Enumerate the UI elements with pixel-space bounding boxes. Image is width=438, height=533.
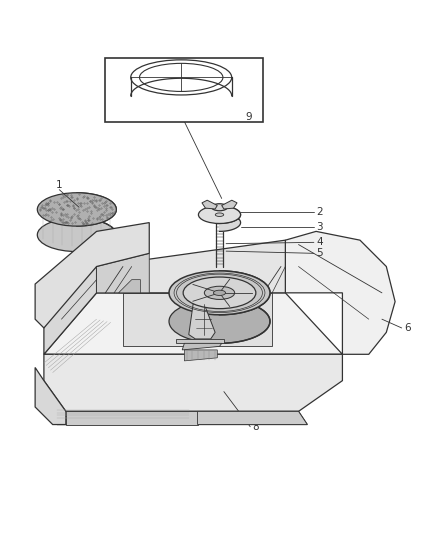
- Ellipse shape: [215, 213, 223, 216]
- Polygon shape: [285, 231, 394, 354]
- Polygon shape: [175, 339, 223, 343]
- Polygon shape: [44, 266, 96, 354]
- Text: 3: 3: [315, 222, 322, 232]
- Ellipse shape: [198, 206, 240, 223]
- Polygon shape: [118, 280, 140, 293]
- Bar: [105, 58, 263, 122]
- Polygon shape: [201, 200, 217, 209]
- Polygon shape: [188, 304, 215, 339]
- Polygon shape: [35, 223, 149, 328]
- Polygon shape: [219, 206, 240, 231]
- Ellipse shape: [204, 286, 234, 300]
- Ellipse shape: [183, 277, 255, 309]
- Ellipse shape: [211, 204, 227, 211]
- Ellipse shape: [37, 218, 116, 252]
- Ellipse shape: [131, 60, 231, 95]
- Polygon shape: [77, 193, 116, 252]
- Text: 5: 5: [315, 248, 322, 259]
- Polygon shape: [57, 411, 307, 425]
- Text: 4: 4: [315, 237, 322, 247]
- Polygon shape: [184, 350, 217, 361]
- Ellipse shape: [169, 271, 269, 315]
- Ellipse shape: [37, 193, 116, 226]
- Text: 9: 9: [245, 112, 252, 122]
- Text: 2: 2: [315, 207, 322, 216]
- Ellipse shape: [169, 300, 269, 343]
- Text: 8: 8: [252, 422, 258, 432]
- Polygon shape: [96, 240, 285, 293]
- Polygon shape: [182, 343, 221, 350]
- Text: 6: 6: [403, 323, 410, 333]
- Polygon shape: [197, 411, 307, 425]
- Polygon shape: [123, 293, 272, 345]
- Text: 1: 1: [56, 180, 63, 190]
- Polygon shape: [219, 271, 269, 343]
- Polygon shape: [221, 200, 237, 209]
- Polygon shape: [35, 367, 66, 425]
- Polygon shape: [66, 411, 197, 425]
- Ellipse shape: [213, 290, 225, 295]
- Polygon shape: [44, 354, 342, 411]
- Polygon shape: [44, 293, 342, 354]
- Polygon shape: [96, 253, 149, 293]
